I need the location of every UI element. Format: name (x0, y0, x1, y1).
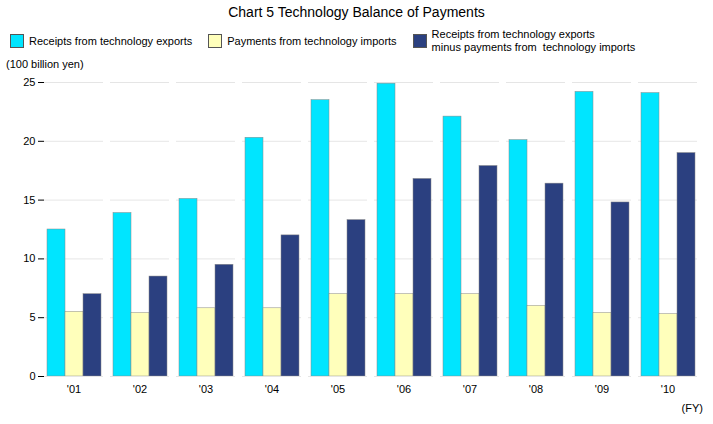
svg-text:15: 15 (23, 194, 35, 206)
svg-text:'02: '02 (133, 383, 147, 395)
svg-text:'03: '03 (199, 383, 213, 395)
html-text:(FY): (FY) (681, 402, 703, 414)
svg-text:'06: '06 (397, 383, 411, 395)
html-text:Receipts from technology expor: Receipts from technology exports minus p… (431, 28, 636, 53)
svg-text:'08: '08 (529, 383, 543, 395)
svg-text:20: 20 (23, 135, 35, 147)
svg-text:10: 10 (23, 252, 35, 264)
html-text:Chart 5 Technology Balance of: Chart 5 Technology Balance of Payments (228, 4, 485, 20)
svg-text:0: 0 (29, 370, 35, 382)
svg-text:'10: '10 (661, 383, 675, 395)
svg-text:5: 5 (29, 311, 35, 323)
svg-text:'05: '05 (331, 383, 345, 395)
html-text:(100 billion yen): (100 billion yen) (6, 58, 84, 70)
html-text:Receipts from technology expor: Receipts from technology exports (29, 34, 193, 47)
html-text:Payments from technology impor: Payments from technology imports (227, 34, 397, 47)
svg-text:'04: '04 (265, 383, 279, 395)
svg-text:'09: '09 (595, 383, 609, 395)
svg-text:25: 25 (23, 76, 35, 88)
svg-text:'01: '01 (67, 383, 81, 395)
svg-text:'07: '07 (463, 383, 477, 395)
